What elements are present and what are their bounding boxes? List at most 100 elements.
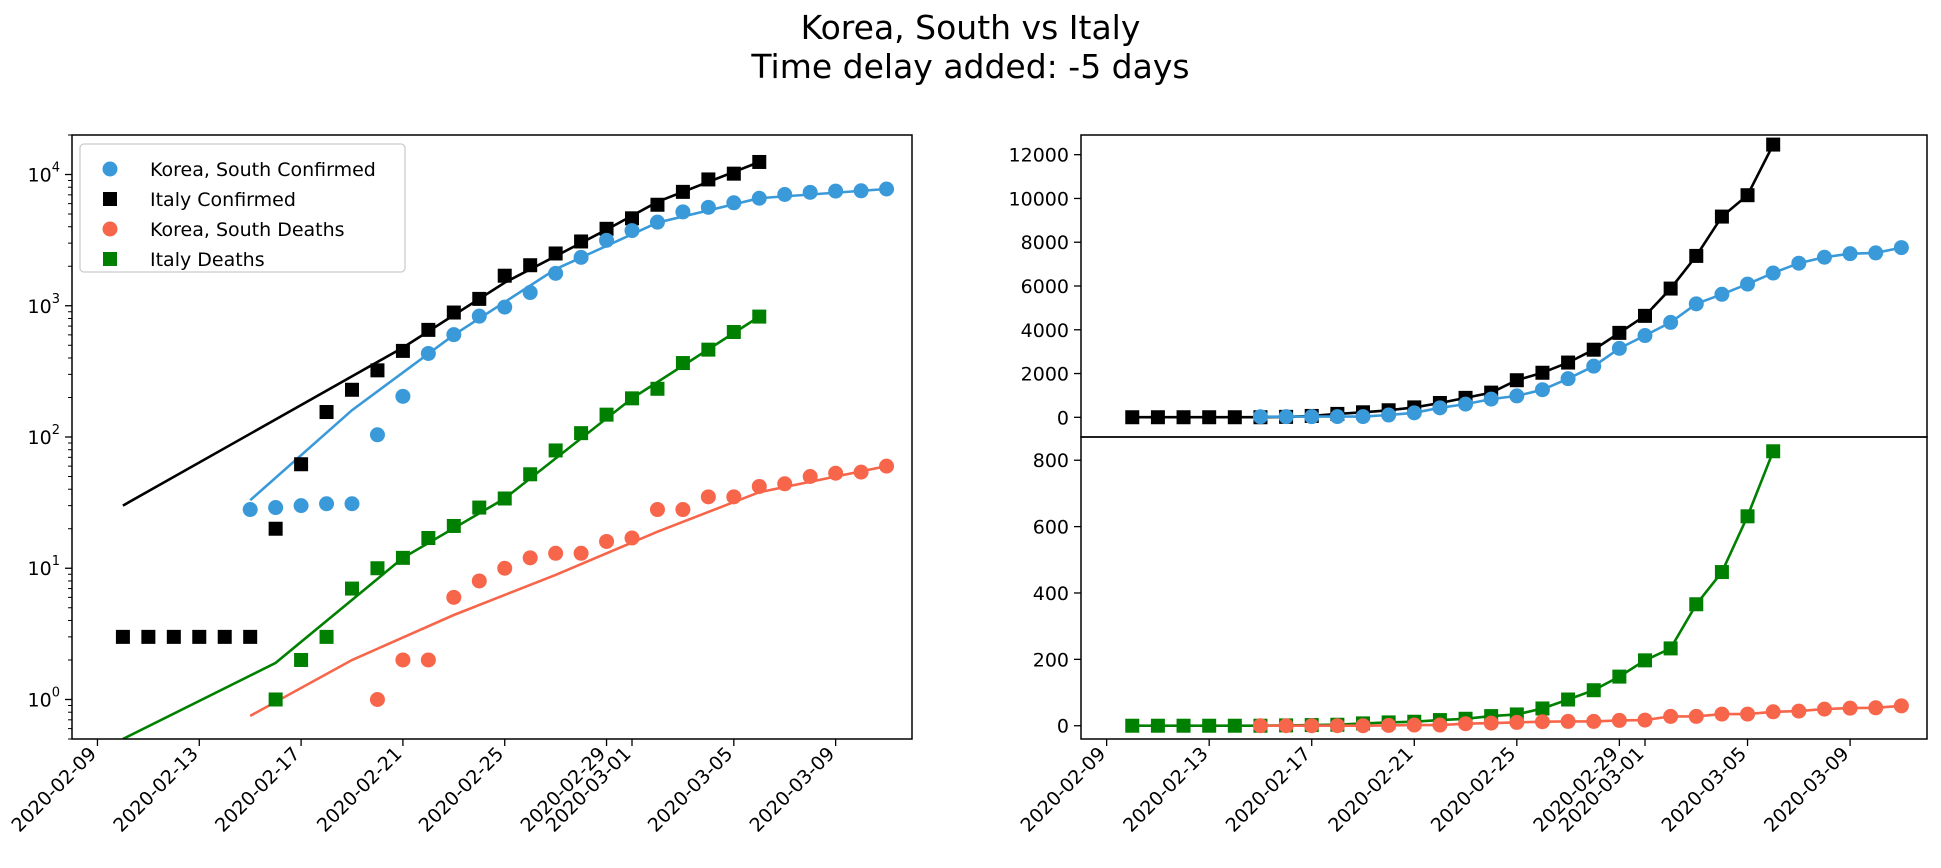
- legend-label: Korea, South Deaths: [150, 219, 345, 241]
- axes-frame-3: [1080, 436, 1928, 740]
- italy_confirmed-point: [1561, 355, 1576, 370]
- y-tick-label: 102: [28, 423, 60, 449]
- korea_confirmed-point: [1278, 409, 1294, 425]
- italy_deaths-point: [319, 629, 334, 644]
- korea_confirmed-point: [395, 388, 411, 404]
- korea_confirmed-point: [420, 345, 436, 361]
- korea_deaths-point: [522, 550, 538, 566]
- italy_confirmed-line: [1132, 144, 1775, 419]
- y-tick-label: 600: [1033, 517, 1069, 539]
- korea_deaths-point: [1304, 718, 1320, 734]
- korea_confirmed-point: [1868, 245, 1884, 261]
- italy_deaths-point: [752, 309, 767, 324]
- korea_deaths-point: [548, 545, 564, 561]
- legend-label: Italy Confirmed: [150, 189, 296, 211]
- italy_deaths-point: [1561, 692, 1576, 707]
- y-tick-label: 12000: [1009, 145, 1069, 167]
- korea_confirmed-line: [1260, 246, 1902, 419]
- korea_confirmed-point: [548, 265, 564, 281]
- italy_confirmed-point: [166, 629, 181, 644]
- italy_deaths-point: [1638, 653, 1652, 668]
- korea_deaths-point: [624, 530, 640, 546]
- korea_deaths-point: [649, 502, 665, 518]
- legend-label: Italy Deaths: [150, 249, 265, 271]
- y-tick-label: 0: [1057, 407, 1069, 429]
- italy_deaths-point: [599, 407, 614, 422]
- italy_confirmed-point: [548, 246, 563, 261]
- korea_deaths-point: [1842, 700, 1858, 716]
- italy_confirmed-point: [268, 521, 283, 536]
- italy_confirmed-point: [574, 234, 589, 249]
- korea_deaths-point: [751, 478, 767, 494]
- y-tick-label: 400: [1033, 583, 1069, 605]
- figure-subtitle: Time delay added: -5 days: [751, 47, 1190, 86]
- korea_confirmed-point: [446, 327, 462, 343]
- x-tick-label: 2020-02-21: [313, 743, 407, 837]
- korea_deaths-point: [1483, 715, 1499, 731]
- x-tick-label: 2020-02-13: [109, 743, 203, 837]
- y-tick-label: 8000: [1021, 232, 1069, 254]
- legend-entry: Italy Deaths: [103, 249, 265, 271]
- korea_deaths-point: [1586, 713, 1602, 729]
- italy_confirmed-point: [1535, 365, 1550, 380]
- axes-2: 0 2000 4000 6000 8000 10000 12000: [1009, 145, 1081, 429]
- korea_confirmed-point: [1458, 396, 1474, 412]
- italy_confirmed-point: [472, 291, 487, 306]
- italy_deaths-point: [625, 391, 639, 406]
- korea_confirmed-point: [1714, 286, 1730, 302]
- korea_confirmed-point: [1534, 382, 1550, 398]
- italy_deaths-point: [446, 518, 461, 533]
- korea_deaths-point: [675, 502, 691, 518]
- y-tick-label: 6000: [1021, 276, 1069, 298]
- korea_confirmed-point: [802, 184, 818, 200]
- italy_confirmed-point: [217, 629, 232, 644]
- italy_deaths-point: [1740, 509, 1755, 524]
- legend-entry: Korea, South Deaths: [102, 219, 345, 241]
- korea_deaths-point: [1252, 718, 1268, 734]
- y-tick-label: 103: [28, 292, 60, 318]
- korea_confirmed-point: [1329, 409, 1345, 425]
- italy_confirmed-point: [294, 457, 309, 472]
- y-tick-label: 200: [1033, 649, 1069, 671]
- korea_confirmed-point: [1765, 265, 1781, 281]
- korea_confirmed-point: [726, 195, 742, 211]
- x-tick-label: 2020-02-09: [1017, 743, 1111, 837]
- korea_confirmed-point: [777, 187, 793, 203]
- italy_deaths-point: [395, 550, 410, 565]
- italy_deaths-point: [1202, 718, 1217, 733]
- korea_deaths-point: [1611, 712, 1627, 728]
- legend-label: Korea, South Confirmed: [150, 159, 376, 181]
- italy_deaths-point: [1227, 718, 1242, 733]
- italy_deaths-point: [1176, 718, 1191, 733]
- italy_confirmed-point: [1714, 209, 1729, 224]
- korea_confirmed-point: [1740, 276, 1756, 292]
- italy_deaths-point: [1586, 683, 1601, 698]
- italy_confirmed-point: [446, 305, 461, 320]
- italy_deaths-point: [1150, 718, 1165, 733]
- korea_confirmed-point: [828, 183, 844, 199]
- korea_deaths-point: [1637, 712, 1653, 728]
- x-tick-label: 2020-03-09: [746, 743, 840, 837]
- korea_deaths-point: [1868, 700, 1884, 716]
- korea_confirmed-point: [242, 502, 258, 518]
- korea_confirmed-point: [369, 427, 385, 443]
- italy_deaths-point: [548, 443, 563, 458]
- italy_confirmed-point: [625, 211, 639, 226]
- x-tick-label: 2020-03-05: [1657, 743, 1751, 837]
- korea_deaths-point: [369, 691, 385, 707]
- y-tick-label: 10000: [1009, 188, 1069, 210]
- korea_deaths-point: [1688, 708, 1704, 724]
- italy_confirmed-point: [1612, 325, 1627, 340]
- korea_deaths-point: [1765, 704, 1781, 720]
- figure-title: Korea, South vs Italy: [800, 8, 1141, 47]
- korea_confirmed-point: [522, 285, 538, 301]
- italy_deaths-point: [497, 491, 512, 506]
- y-tick-label: 101: [28, 554, 60, 580]
- italy_deaths-point: [268, 692, 283, 707]
- plot-area-1: [115, 154, 895, 739]
- plot-area-2: [1125, 137, 1909, 425]
- korea_confirmed-point: [599, 232, 615, 248]
- korea_deaths-point: [420, 652, 436, 668]
- y-tick-label: 800: [1033, 450, 1069, 472]
